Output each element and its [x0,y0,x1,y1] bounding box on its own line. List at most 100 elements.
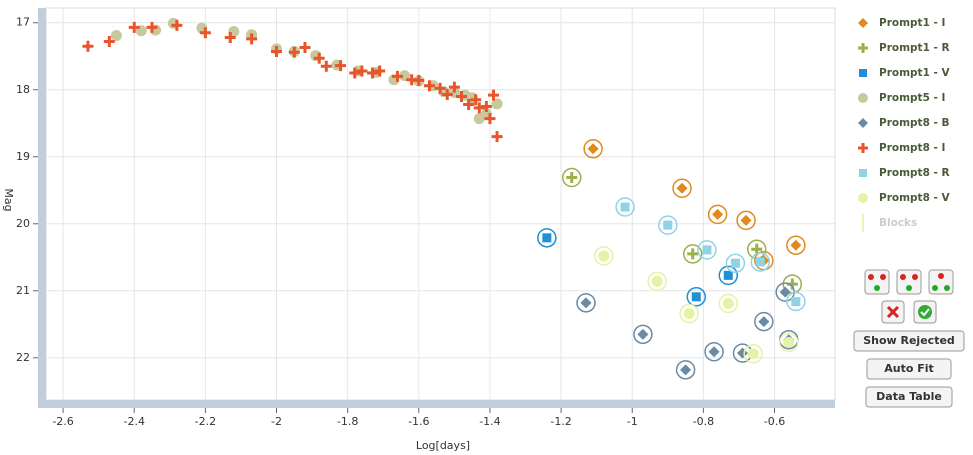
marker [356,65,368,77]
marker [313,52,325,64]
ring [658,215,678,235]
y-tick-label: 22 [16,351,30,364]
x-axis-band [38,400,835,408]
marker [722,298,734,310]
marker [723,270,733,280]
cross [128,21,140,33]
marker [680,364,692,376]
diamond [680,364,692,376]
circle [651,275,663,287]
icon [900,274,906,280]
cross [199,27,211,39]
marker [82,40,94,52]
ring [750,252,771,272]
icon [874,285,880,291]
ring [576,293,596,313]
icon [920,308,930,317]
marker [858,93,868,103]
ring [594,246,614,266]
circle [858,193,868,203]
ring [718,265,739,286]
icon [886,305,900,319]
x-tick-label: -2.2 [195,415,216,428]
marker [423,80,435,92]
marker [171,19,183,31]
marker [103,36,115,48]
marker [580,297,592,309]
marker [413,74,425,86]
button[interactable]: Auto Fit [866,358,952,380]
ring [697,240,717,260]
ring [686,287,707,307]
legend-label: Prompt1 - V [879,67,951,79]
x-tick-label: -1.8 [337,415,358,428]
diamond [676,182,688,194]
x-tick-label: -0.8 [693,415,714,428]
marker [755,257,765,267]
marker [271,46,283,58]
cross [441,88,453,100]
ring [786,291,806,312]
cross [171,19,183,31]
marker [683,308,695,320]
marker [858,118,868,128]
circle [747,348,759,360]
marker [455,90,467,102]
marker [708,346,720,358]
cross [566,172,578,184]
marker [858,18,868,28]
x-axis-label: Log[days] [416,439,470,452]
marker [758,316,770,328]
marker [637,328,649,340]
marker [484,113,496,125]
legend-label: Prompt8 - R [879,167,950,179]
cross [349,67,361,79]
cross [484,113,496,125]
x-tick-label: -1.2 [550,415,571,428]
icon-buttons[interactable] [864,269,954,324]
x-tick-label: -1 [627,415,638,428]
diamond [712,208,724,220]
marker [374,65,386,77]
ring [675,360,696,380]
marker [335,60,347,72]
cross [858,43,868,53]
marker [349,67,361,79]
square [730,258,740,268]
diamond [858,18,868,28]
cross [687,248,699,260]
cross [455,90,467,102]
marker [740,214,752,226]
ring [537,228,557,248]
icon [938,273,944,279]
x-tick-label: -2 [271,415,282,428]
diamond [740,214,752,226]
y-axis-label: Mag [2,188,15,211]
marker [391,70,403,82]
square [723,270,733,280]
cross [391,70,403,82]
square [663,220,673,230]
x-tick-label: -2.6 [52,415,73,428]
marker [288,46,300,58]
button[interactable]: Show Rejected [853,330,965,352]
legend-label: Blocks [879,217,917,229]
marker [779,286,791,298]
marker [542,233,552,243]
legend-label: Prompt8 - V [879,192,951,204]
marker [128,21,140,33]
ring [562,167,582,188]
button-box [865,386,953,408]
square [755,257,765,267]
marker [730,258,740,268]
ring [754,311,774,332]
icon [880,274,886,280]
button[interactable]: Data Table [865,386,953,408]
cross [146,21,158,33]
ring [718,293,739,314]
marker [470,94,482,106]
legend-label: Prompt8 - B [879,117,950,129]
icon [932,285,938,291]
legend-label: Prompt8 - I [879,142,945,154]
